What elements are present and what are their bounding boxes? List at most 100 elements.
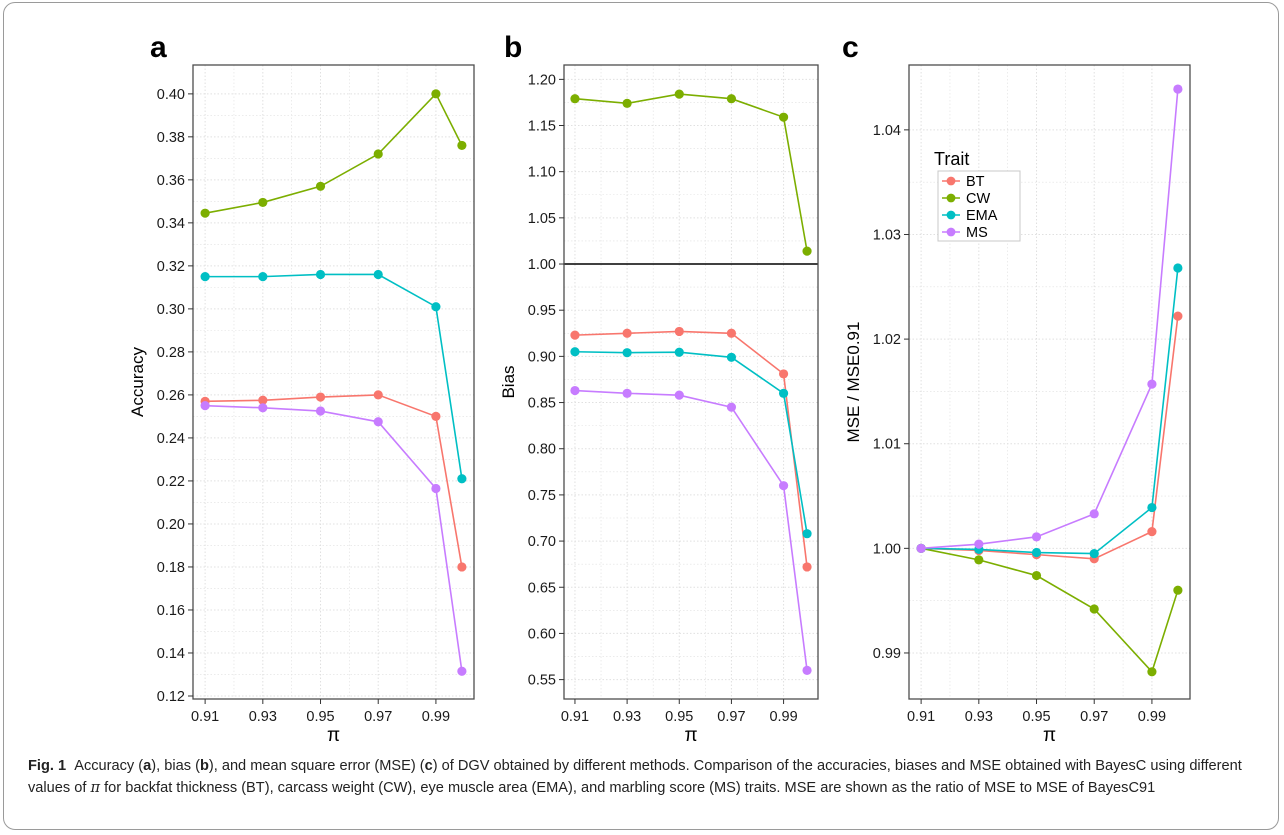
data-point-EMA <box>200 272 210 282</box>
data-point-BT <box>674 326 684 337</box>
series-line-MS <box>205 404 463 672</box>
caption-text-4: ) of DGV obtained by different methods. … <box>28 758 1242 796</box>
panel-b-border <box>563 64 819 700</box>
data-point-EMA <box>315 269 326 280</box>
data-point-MS <box>431 483 441 494</box>
y-tick-label: 0.24 <box>157 431 185 447</box>
x-axis-title: π <box>684 725 697 746</box>
y-tick-label: 0.20 <box>157 517 185 533</box>
data-point-CW <box>431 89 441 99</box>
data-point-CW <box>1089 604 1099 614</box>
x-tick-label: 0.93 <box>249 709 277 725</box>
figure-frame: 0.12 0.14 0.16 0.18 0.20 0.22 0.24 0.26 0.28 0.30… <box>3 2 1279 830</box>
y-tick-label: 0.95 <box>528 303 556 319</box>
series-CW <box>916 543 1183 677</box>
data-point-CW <box>315 181 326 191</box>
data-point-BT <box>373 390 383 400</box>
series-MS <box>200 401 467 676</box>
data-point-MS <box>258 403 268 413</box>
caption-pi-symbol: π <box>90 779 101 796</box>
y-tick-label: 1.10 <box>528 165 556 181</box>
data-point-CW <box>457 140 467 151</box>
y-tick-label: 0.85 <box>528 396 556 412</box>
y-tick-label: 0.80 <box>528 442 556 458</box>
panel-a-label: a <box>150 31 167 64</box>
series-MS <box>916 84 1183 553</box>
y-tick-label: 1.15 <box>528 118 556 134</box>
y-tick-label: 1.01 <box>873 437 901 453</box>
x-tick-label: 0.97 <box>1080 709 1108 725</box>
data-point-BT <box>431 411 441 422</box>
panel-a-grid <box>193 65 474 699</box>
data-point-MS <box>1147 379 1157 389</box>
x-axis-title: π <box>327 725 340 746</box>
x-tick-label: 0.95 <box>1022 709 1050 725</box>
y-tick-label: 0.26 <box>157 388 185 404</box>
data-point-EMA <box>258 272 268 282</box>
series-line-EMA <box>921 267 1179 555</box>
series-line-MS <box>574 389 808 671</box>
caption-panel-b-ref: b <box>199 758 209 774</box>
data-point-BT <box>315 392 326 402</box>
legend-label-CW: CW <box>966 191 990 207</box>
data-point-EMA <box>1031 547 1042 558</box>
x-tick-label: 0.93 <box>965 709 993 725</box>
x-tick-label: 0.97 <box>364 709 392 725</box>
data-point-CW <box>802 246 812 256</box>
y-tick-label: 0.34 <box>157 216 185 232</box>
data-point-BT <box>570 330 580 340</box>
series-CW <box>570 89 812 256</box>
y-tick-label: 0.55 <box>528 673 556 689</box>
y-tick-label: 0.18 <box>157 560 185 576</box>
x-tick-label: 0.97 <box>717 709 745 725</box>
x-tick-label: 0.91 <box>191 709 219 725</box>
data-point-BT <box>457 562 467 572</box>
data-point-EMA <box>802 529 812 539</box>
caption-text-5: for backfat thickness (BT), carcass weig… <box>100 780 1156 796</box>
data-point-MS <box>570 385 580 396</box>
data-point-CW <box>1147 667 1157 677</box>
data-point-MS <box>1031 532 1042 542</box>
panel-c: 0.99 1.00 1.01 1.02 1.03 1.04 0.91 0.93 0.95 0.97… <box>842 31 1191 746</box>
data-point-BT <box>802 562 812 572</box>
legend-key-point-BT <box>946 176 956 186</box>
y-tick-label: 1.00 <box>873 541 901 557</box>
x-tick-label: 0.91 <box>907 709 935 725</box>
series-line-BT <box>921 315 1179 560</box>
y-tick-label: 0.70 <box>528 534 556 550</box>
figure-canvas: 0.12 0.14 0.16 0.18 0.20 0.22 0.24 0.26 0.28 0.30… <box>128 31 1191 746</box>
x-tick-label: 0.99 <box>1138 709 1166 725</box>
data-point-CW <box>974 555 984 565</box>
panel-b-label: b <box>504 31 522 64</box>
caption-panel-a-ref: a <box>143 758 152 774</box>
data-point-EMA <box>431 302 441 312</box>
x-tick-label: 0.93 <box>613 709 641 725</box>
caption-panel-c-ref: c <box>424 758 433 774</box>
y-tick-label: 1.02 <box>873 332 901 348</box>
series-EMA <box>200 269 467 484</box>
series-BT <box>916 311 1183 564</box>
panel-b-grid <box>564 65 818 699</box>
data-point-CW <box>622 98 632 108</box>
data-point-MS <box>1089 509 1099 519</box>
data-point-EMA <box>457 474 467 484</box>
y-tick-label: 0.40 <box>157 87 185 103</box>
data-point-BT <box>258 395 268 405</box>
panel-b: 0.55 0.60 0.65 0.70 0.75 0.80 0.85 0.90 0.95 1.00… <box>499 31 819 746</box>
y-tick-label: 0.22 <box>157 474 185 490</box>
x-axis-title: π <box>1043 725 1056 746</box>
data-point-EMA <box>373 269 383 280</box>
y-tick-label: 0.36 <box>157 173 185 189</box>
data-point-CW <box>726 94 737 104</box>
y-tick-label: 0.14 <box>157 646 185 662</box>
y-tick-label: 0.12 <box>157 689 185 705</box>
data-point-CW <box>258 197 268 208</box>
y-tick-label: 0.65 <box>528 580 556 596</box>
data-point-EMA <box>622 348 632 358</box>
legend-title: Trait <box>934 149 969 169</box>
y-tick-label: 0.75 <box>528 488 556 504</box>
data-point-MS <box>916 543 926 553</box>
data-point-CW <box>570 94 580 104</box>
panel-c-label: c <box>842 31 859 64</box>
